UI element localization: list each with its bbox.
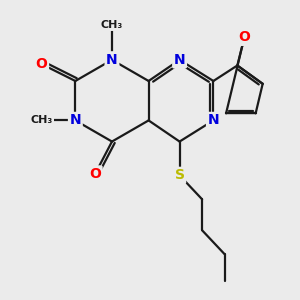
Text: N: N <box>208 113 219 128</box>
Text: N: N <box>70 113 81 128</box>
Text: S: S <box>175 168 184 182</box>
Text: O: O <box>89 167 101 181</box>
Text: CH₃: CH₃ <box>101 20 123 30</box>
Text: CH₃: CH₃ <box>30 116 53 125</box>
Text: O: O <box>238 30 250 44</box>
Text: O: O <box>36 57 47 71</box>
Text: N: N <box>174 53 185 67</box>
Text: N: N <box>106 53 118 67</box>
